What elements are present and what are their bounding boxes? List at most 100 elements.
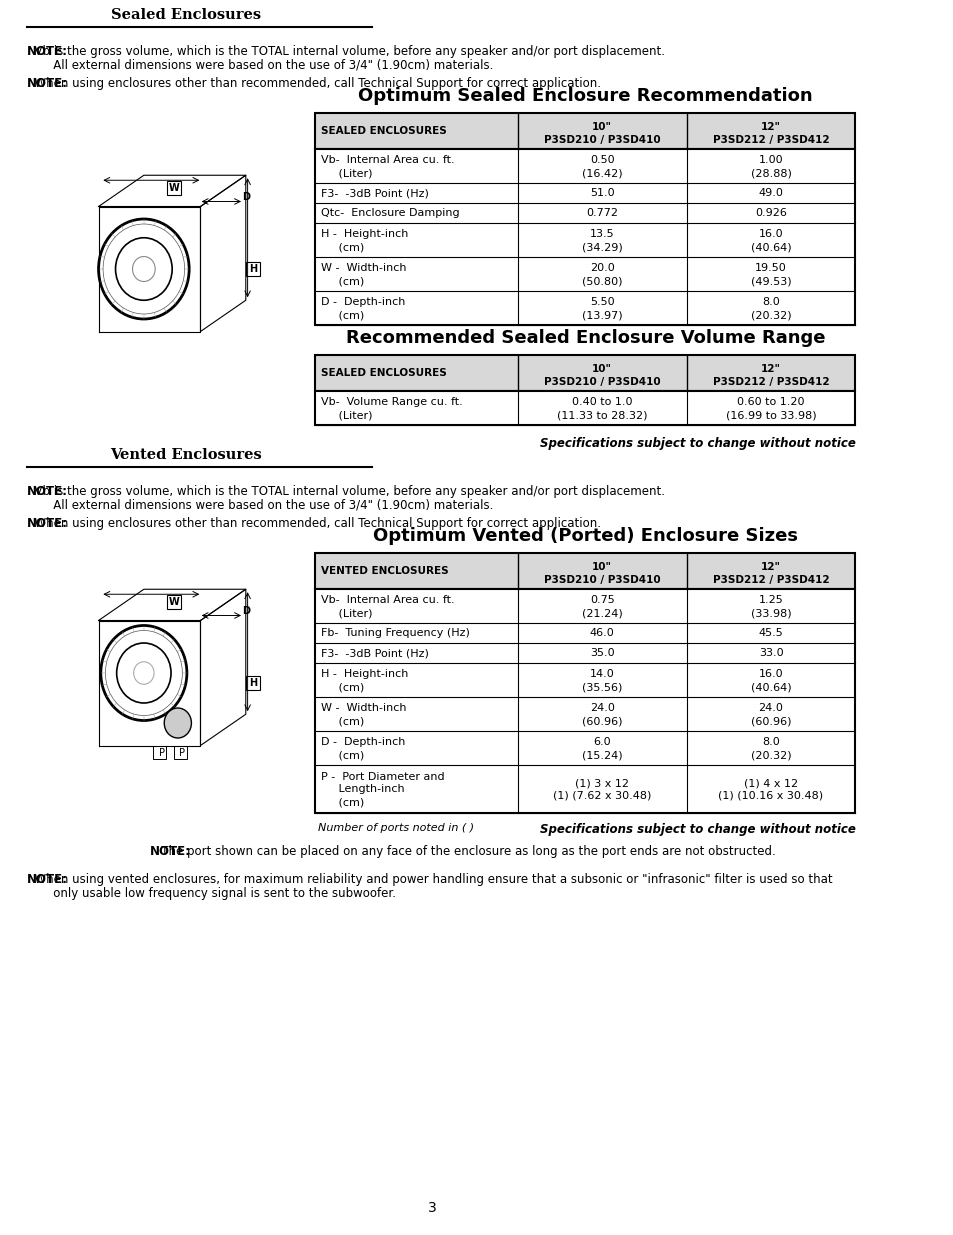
Text: (21.24): (21.24) xyxy=(581,608,622,618)
Text: D: D xyxy=(241,193,250,203)
FancyBboxPatch shape xyxy=(153,746,166,760)
Text: 12": 12" xyxy=(760,562,781,572)
Text: 45.5: 45.5 xyxy=(758,629,782,638)
Bar xyxy=(315,391,855,425)
Text: (16.42): (16.42) xyxy=(581,168,622,178)
FancyBboxPatch shape xyxy=(246,676,260,690)
Text: W -  Width-inch: W - Width-inch xyxy=(320,263,406,273)
Bar xyxy=(315,203,855,224)
Text: 19.50: 19.50 xyxy=(755,263,786,273)
Text: Vb-  Internal Area cu. ft.: Vb- Internal Area cu. ft. xyxy=(320,595,454,605)
Text: (28.88): (28.88) xyxy=(750,168,791,178)
Bar xyxy=(315,149,855,183)
Text: All external dimensions were based on the use of 3/4" (1.90cm) materials.: All external dimensions were based on th… xyxy=(27,499,493,513)
Text: (Liter): (Liter) xyxy=(320,608,372,618)
Bar xyxy=(315,112,855,149)
Text: 10": 10" xyxy=(592,562,612,572)
Text: (40.64): (40.64) xyxy=(750,242,790,252)
Text: (Liter): (Liter) xyxy=(320,410,372,420)
Circle shape xyxy=(164,708,192,739)
Text: Vb is the gross volume, which is the TOTAL internal volume, before any speaker a: Vb is the gross volume, which is the TOT… xyxy=(27,44,664,58)
Bar xyxy=(315,257,855,291)
Text: 46.0: 46.0 xyxy=(589,629,614,638)
Text: 3: 3 xyxy=(427,1200,436,1215)
Bar xyxy=(315,224,855,257)
Text: 13.5: 13.5 xyxy=(589,228,614,240)
Text: P3SD210 / P3SD410: P3SD210 / P3SD410 xyxy=(543,135,659,144)
Text: P3SD210 / P3SD410: P3SD210 / P3SD410 xyxy=(543,377,659,387)
Text: 33.0: 33.0 xyxy=(758,648,782,658)
Text: (cm): (cm) xyxy=(320,716,364,726)
Text: Recommended Sealed Enclosure Volume Range: Recommended Sealed Enclosure Volume Rang… xyxy=(345,329,824,347)
Text: 16.0: 16.0 xyxy=(758,669,782,679)
FancyBboxPatch shape xyxy=(167,180,181,195)
Text: NOTE:: NOTE: xyxy=(27,517,68,530)
Text: VENTED ENCLOSURES: VENTED ENCLOSURES xyxy=(320,566,448,576)
Text: H -  Height-inch: H - Height-inch xyxy=(320,228,408,240)
Text: H -  Height-inch: H - Height-inch xyxy=(320,669,408,679)
Bar xyxy=(315,731,855,764)
Text: 0.75: 0.75 xyxy=(589,595,614,605)
Text: (40.64): (40.64) xyxy=(750,682,790,692)
Bar xyxy=(315,589,855,622)
Text: 10": 10" xyxy=(592,122,612,132)
Text: 8.0: 8.0 xyxy=(761,296,780,308)
Bar xyxy=(315,553,855,589)
Text: 0.926: 0.926 xyxy=(754,209,786,219)
Text: NOTE:: NOTE: xyxy=(27,77,68,90)
Text: 51.0: 51.0 xyxy=(589,189,614,199)
Text: 12": 12" xyxy=(760,364,781,374)
Text: (cm): (cm) xyxy=(320,242,364,252)
Text: 6.0: 6.0 xyxy=(593,737,611,747)
Text: P: P xyxy=(158,748,164,758)
Text: When using enclosures other than recommended, call Technical Support for correct: When using enclosures other than recomme… xyxy=(27,517,600,530)
Text: P -  Port Diameter and: P - Port Diameter and xyxy=(320,772,444,782)
Text: H: H xyxy=(249,678,257,688)
Text: Vb-  Internal Area cu. ft.: Vb- Internal Area cu. ft. xyxy=(320,156,454,165)
Text: (20.32): (20.32) xyxy=(750,750,790,760)
Text: Vb is the gross volume, which is the TOTAL internal volume, before any speaker a: Vb is the gross volume, which is the TOT… xyxy=(27,485,664,498)
Text: SEALED ENCLOSURES: SEALED ENCLOSURES xyxy=(320,126,446,136)
Text: SEALED ENCLOSURES: SEALED ENCLOSURES xyxy=(320,368,446,378)
Text: 16.0: 16.0 xyxy=(758,228,782,240)
Text: (13.97): (13.97) xyxy=(581,310,622,320)
Text: (cm): (cm) xyxy=(320,682,364,692)
Text: Optimum Vented (Ported) Enclosure Sizes: Optimum Vented (Ported) Enclosure Sizes xyxy=(373,527,797,545)
Text: 0.772: 0.772 xyxy=(586,209,618,219)
Text: 5.50: 5.50 xyxy=(589,296,614,308)
Bar xyxy=(315,764,855,813)
Text: Specifications subject to change without notice: Specifications subject to change without… xyxy=(539,823,855,836)
Text: (60.96): (60.96) xyxy=(581,716,622,726)
Text: (15.24): (15.24) xyxy=(581,750,622,760)
Text: Length-inch: Length-inch xyxy=(320,784,404,794)
Text: F3-  -3dB Point (Hz): F3- -3dB Point (Hz) xyxy=(320,648,428,658)
Text: (1) 3 x 12: (1) 3 x 12 xyxy=(575,778,629,788)
Text: H: H xyxy=(249,264,257,274)
Text: NOTE:: NOTE: xyxy=(27,873,68,885)
Text: Vb-  Volume Range cu. ft.: Vb- Volume Range cu. ft. xyxy=(320,396,462,408)
Text: NOTE:: NOTE: xyxy=(150,845,191,858)
Text: W: W xyxy=(169,597,179,606)
Text: only usable low frequency signal is sent to the subwoofer.: only usable low frequency signal is sent… xyxy=(27,887,395,900)
Text: 0.50: 0.50 xyxy=(589,156,614,165)
Text: (1) 4 x 12: (1) 4 x 12 xyxy=(743,778,798,788)
Text: (49.53): (49.53) xyxy=(750,275,790,287)
Text: (33.98): (33.98) xyxy=(750,608,790,618)
Text: 24.0: 24.0 xyxy=(758,703,782,713)
Text: Sealed Enclosures: Sealed Enclosures xyxy=(111,7,260,22)
Text: 24.0: 24.0 xyxy=(589,703,614,713)
Text: P: P xyxy=(179,748,185,758)
Text: NOTE:: NOTE: xyxy=(27,485,68,498)
Text: W -  Width-inch: W - Width-inch xyxy=(320,703,406,713)
Bar xyxy=(315,291,855,325)
Text: When using vented enclosures, for maximum reliability and power handling ensure : When using vented enclosures, for maximu… xyxy=(27,873,832,885)
Text: (34.29): (34.29) xyxy=(581,242,622,252)
FancyBboxPatch shape xyxy=(246,262,260,275)
Text: (Liter): (Liter) xyxy=(320,168,372,178)
Text: 49.0: 49.0 xyxy=(758,189,782,199)
FancyBboxPatch shape xyxy=(174,746,187,760)
Text: Optimum Sealed Enclosure Recommendation: Optimum Sealed Enclosure Recommendation xyxy=(357,86,812,105)
Bar xyxy=(315,183,855,203)
Text: (1) (10.16 x 30.48): (1) (10.16 x 30.48) xyxy=(718,790,822,802)
Bar xyxy=(315,697,855,731)
